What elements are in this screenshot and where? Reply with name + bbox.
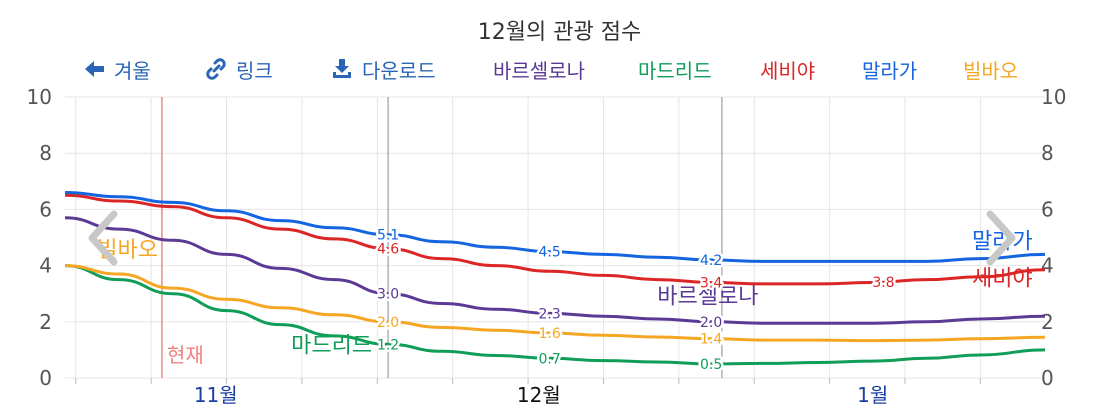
winter-back-label: 겨울 <box>114 58 151 83</box>
link-label: 링크 <box>236 58 273 83</box>
y-tick-label-left: 10 <box>27 85 52 109</box>
y-tick-label-right: 4 <box>1041 254 1054 278</box>
data-label-halo: 5.1 <box>377 228 399 244</box>
data-label: 2.0 <box>377 315 399 331</box>
winter-back-button[interactable]: 겨울 <box>82 56 151 83</box>
y-tick-label-right: 0 <box>1041 366 1054 390</box>
data-label-halo: 1.2 <box>377 337 399 353</box>
data-label: 2.3 <box>538 306 560 322</box>
legend-item-madrid[interactable]: 마드리드 <box>638 56 712 83</box>
y-tick-label-left: 4 <box>39 254 52 278</box>
data-label-halo: 1.4 <box>700 332 722 348</box>
link-button[interactable]: 링크 <box>204 56 273 83</box>
series-line[interactable] <box>64 193 1046 286</box>
y-tick-label-left: 2 <box>39 310 52 334</box>
chart-title: 12월의 관광 점수 <box>477 20 642 45</box>
legend-label-bilbao: 빌바오 <box>963 58 1019 83</box>
data-label-halo: 4.2 <box>700 253 722 269</box>
x-tick-label: 12월 <box>517 383 561 407</box>
data-label: 3.0 <box>377 287 399 303</box>
download-label: 다운로드 <box>362 58 436 83</box>
toolbar: 겨울 링크 다운로드 바르셀로나 마드리드 세비야 말라가 빌바오 <box>0 56 1119 83</box>
data-label: 1.2 <box>377 337 399 353</box>
axes: 0 0 2 2 4 4 6 6 8 8 10 10 11월 12월 1월 <box>27 85 1067 407</box>
y-tick-label-right: 10 <box>1041 85 1066 109</box>
series-line[interactable] <box>64 216 1046 325</box>
current-date-label: 현재 <box>167 343 204 367</box>
legend-label-barcelona: 바르셀로나 <box>493 58 585 83</box>
legend-label-madrid: 마드리드 <box>638 58 712 83</box>
data-label-halo: 0.5 <box>700 357 722 373</box>
series-name-label: 세비야 <box>972 266 1033 291</box>
legend-label-malaga: 말라가 <box>862 58 918 83</box>
legend-item-malaga[interactable]: 말라가 <box>862 56 918 83</box>
y-tick-label-left: 0 <box>39 366 52 390</box>
y-tick-label-right: 6 <box>1041 197 1054 221</box>
download-icon <box>330 58 354 80</box>
y-tick-label-left: 6 <box>39 197 52 221</box>
chart-nav <box>82 208 1018 268</box>
data-label-halo: 2.3 <box>538 306 560 322</box>
data-label-halo: 3.8 <box>872 275 894 291</box>
x-tick-label: 1월 <box>857 383 888 407</box>
data-label: 0.5 <box>700 357 722 373</box>
data-label: 4.2 <box>700 253 722 269</box>
data-label-halo: 3.4 <box>700 275 722 291</box>
legend-item-barcelona[interactable]: 바르셀로나 <box>493 56 585 83</box>
y-tick-label-right: 8 <box>1041 141 1054 165</box>
series-line[interactable] <box>64 264 1046 366</box>
prev-period-button[interactable] <box>82 208 122 268</box>
y-tick-label-right: 2 <box>1041 310 1054 334</box>
y-tick-label-left: 8 <box>39 141 52 165</box>
series-lines <box>64 191 1046 366</box>
legend-label-seville: 세비야 <box>760 58 816 83</box>
data-label: 3.8 <box>872 275 894 291</box>
data-label: 0.7 <box>538 351 560 367</box>
legend-item-bilbao[interactable]: 빌바오 <box>963 56 1019 83</box>
x-tick-label: 11월 <box>194 383 238 407</box>
data-label-halo: 4.6 <box>377 242 399 258</box>
link-icon <box>204 58 228 80</box>
month-separators <box>161 97 723 378</box>
data-label: 5.1 <box>377 228 399 244</box>
chevron-right-icon <box>986 210 1016 266</box>
data-label-halo: 2.0 <box>700 315 722 331</box>
data-label-halo: 0.7 <box>538 351 560 367</box>
data-label: 3.4 <box>700 275 722 291</box>
series-name-label: 바르셀로나 <box>657 285 758 310</box>
data-label: 1.6 <box>538 326 560 342</box>
data-label-halo: 2.0 <box>377 315 399 331</box>
data-label-halo: 3.0 <box>377 287 399 303</box>
series-name-label: 마드리드 <box>291 334 372 359</box>
data-label: 4.5 <box>538 245 560 261</box>
series-line[interactable] <box>64 191 1046 263</box>
data-label-halo: 4.5 <box>538 245 560 261</box>
data-label: 4.6 <box>377 242 399 258</box>
download-button[interactable]: 다운로드 <box>330 56 436 83</box>
arrow-left-icon <box>82 58 106 80</box>
data-label-halo: 1.6 <box>538 326 560 342</box>
data-label: 1.4 <box>700 332 722 348</box>
legend-item-seville[interactable]: 세비야 <box>760 56 816 83</box>
chevron-left-icon <box>88 210 118 266</box>
next-period-button[interactable] <box>978 208 1018 268</box>
series-line[interactable] <box>64 264 1046 343</box>
data-label: 2.0 <box>700 315 722 331</box>
